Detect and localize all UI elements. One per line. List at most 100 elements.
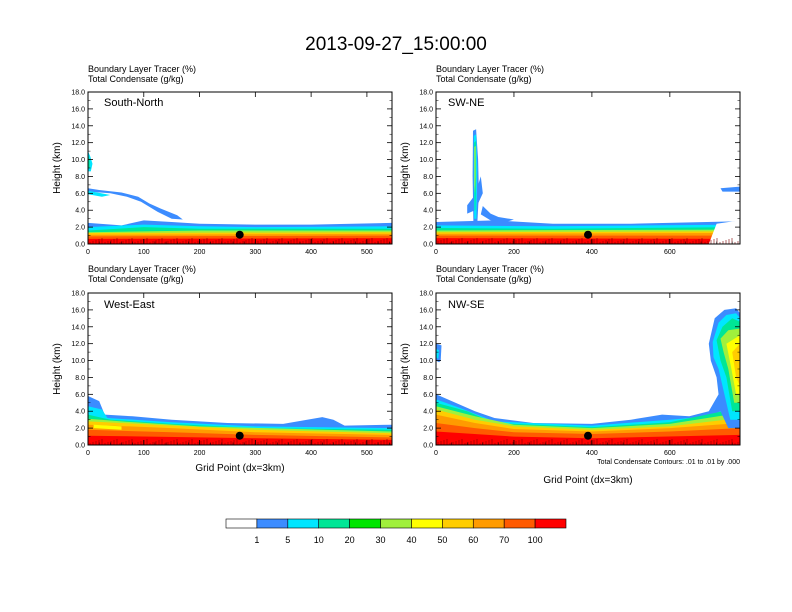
y-tick-label: 12.0	[419, 140, 433, 147]
panel-label-tracer: Boundary Layer Tracer (%)	[436, 64, 544, 74]
colorbar-swatch	[318, 518, 350, 529]
x-tick-label: 500	[361, 450, 373, 457]
y-tick-label: 4.0	[75, 409, 85, 416]
y-tick-label: 6.0	[75, 191, 85, 198]
y-tick-label: 4.0	[75, 208, 85, 215]
colorbar-label: 20	[345, 535, 355, 545]
y-tick-label: 2.0	[75, 225, 85, 232]
x-tick-label: 0	[434, 450, 438, 457]
y-tick-label: 2.0	[75, 426, 85, 433]
figure-title: 2013-09-27_15:00:00	[305, 34, 487, 55]
panel-south-north: Boundary Layer Tracer (%) Total Condensa…	[52, 64, 393, 256]
tracer-band-7	[88, 238, 392, 244]
y-tick-label: 4.0	[423, 208, 433, 215]
panel-label-tracer: Boundary Layer Tracer (%)	[436, 264, 544, 274]
x-tick-label: 0	[86, 450, 90, 457]
tracer-plume-4	[474, 146, 476, 194]
y-tick-label: 14.0	[419, 123, 433, 130]
panel-nw-se: Boundary Layer Tracer (%) Total Condensa…	[400, 264, 741, 486]
y-tick-label: 16.0	[419, 106, 433, 113]
y-axis-label: Height (km)	[400, 343, 411, 395]
y-tick-label: 10.0	[419, 358, 433, 365]
colorbar-label: 1	[254, 535, 259, 545]
x-tick-label: 400	[586, 249, 598, 256]
x-tick-label: 400	[305, 249, 317, 256]
x-tick-label: 400	[305, 450, 317, 457]
plot-frame	[87, 292, 393, 446]
y-tick-label: 0.0	[75, 443, 85, 450]
colorbar-swatch	[411, 518, 443, 529]
colorbar-label: 10	[314, 535, 324, 545]
x-tick-label: 600	[664, 249, 676, 256]
panel-name: South-North	[104, 97, 163, 109]
y-tick-label: 2.0	[423, 426, 433, 433]
colorbar-swatch	[349, 518, 381, 529]
colorbar-swatch	[534, 518, 567, 529]
plot-area: 0 100 200 300 400 500 0.0 2.0 4.0 6.0 8.0 10.0 12.0 1…	[71, 90, 392, 256]
panel-name: NW-SE	[448, 299, 484, 311]
panel-label-tracer: Boundary Layer Tracer (%)	[88, 64, 196, 74]
y-tick-label: 6.0	[75, 392, 85, 399]
panel-label-condensate: Total Condensate (g/kg)	[436, 74, 532, 84]
colorbar-swatch	[380, 518, 412, 529]
axes: 0 100 200 300 400 500 0.0 2.0 4.0 6.0 8.0 10.0 12.0 1…	[71, 291, 392, 457]
y-tick-label: 0.0	[75, 242, 85, 249]
panel-label-condensate: Total Condensate (g/kg)	[88, 74, 184, 84]
y-tick-label: 18.0	[71, 291, 85, 298]
colorbar-label: 60	[468, 535, 478, 545]
x-tick-label: 300	[249, 249, 261, 256]
contour-note: Total Condensate Contours: .01 to .01 by…	[597, 459, 740, 466]
y-tick-label: 8.0	[75, 174, 85, 181]
colorbar-swatch	[442, 518, 474, 529]
plot-background	[88, 92, 392, 244]
x-tick-label: 200	[508, 249, 520, 256]
colorbar-label: 50	[437, 535, 447, 545]
tracer-plume-2	[88, 188, 183, 220]
colorbar-swatch	[472, 518, 505, 529]
panel-sw-ne: Boundary Layer Tracer (%) Total Condensa…	[400, 64, 741, 256]
colorbar-label: 30	[376, 535, 386, 545]
y-tick-label: 8.0	[423, 375, 433, 382]
y-tick-label: 0.0	[423, 443, 433, 450]
x-tick-label: 200	[194, 450, 206, 457]
panel-name: SW-NE	[448, 97, 484, 109]
panel-label-condensate: Total Condensate (g/kg)	[436, 274, 532, 284]
tracer-band-7	[88, 435, 392, 445]
tracer-plume-5	[480, 206, 514, 222]
colorbar-swatch	[503, 518, 536, 529]
y-tick-label: 10.0	[419, 157, 433, 164]
plot-area: 0 200 400 600 0.0 2.0 4.0 6.0 8.0 10.0 12.0 14.0 16.…	[419, 90, 740, 256]
x-tick-label: 600	[664, 450, 676, 457]
y-tick-label: 8.0	[423, 174, 433, 181]
plot-frame	[87, 91, 393, 245]
colorbar-label: 5	[285, 535, 290, 545]
x-axis-label: Grid Point (dx=3km)	[543, 475, 632, 486]
panel-name: West-East	[104, 299, 155, 311]
colorbar-swatch	[256, 518, 289, 529]
tracer-plume-3	[88, 190, 111, 197]
colorbar-swatch	[225, 518, 258, 529]
y-tick-label: 18.0	[71, 90, 85, 97]
y-tick-label: 8.0	[75, 375, 85, 382]
colorbar-label: 40	[406, 535, 416, 545]
y-tick-label: 16.0	[419, 307, 433, 314]
colorbar: 1 5 10 20 30 40 50 60 70 100	[225, 518, 567, 545]
y-tick-label: 12.0	[71, 140, 85, 147]
y-tick-label: 16.0	[71, 307, 85, 314]
tracer-plume-0	[93, 424, 122, 430]
plot-frame	[435, 91, 741, 245]
x-tick-label: 100	[138, 450, 150, 457]
y-tick-label: 14.0	[71, 123, 85, 130]
y-tick-label: 2.0	[423, 225, 433, 232]
plot-area: 0 100 200 300 400 500 0.0 2.0 4.0 6.0 8.0 10.0 12.0 1…	[71, 291, 392, 457]
panel-label-tracer: Boundary Layer Tracer (%)	[88, 264, 196, 274]
y-tick-label: 12.0	[71, 341, 85, 348]
y-tick-label: 14.0	[419, 324, 433, 331]
x-tick-label: 0	[434, 249, 438, 256]
x-tick-label: 200	[508, 450, 520, 457]
y-tick-label: 6.0	[423, 392, 433, 399]
y-tick-label: 18.0	[419, 90, 433, 97]
colorbar-swatch	[287, 518, 320, 529]
y-tick-label: 0.0	[423, 242, 433, 249]
panel-label-condensate: Total Condensate (g/kg)	[88, 274, 184, 284]
